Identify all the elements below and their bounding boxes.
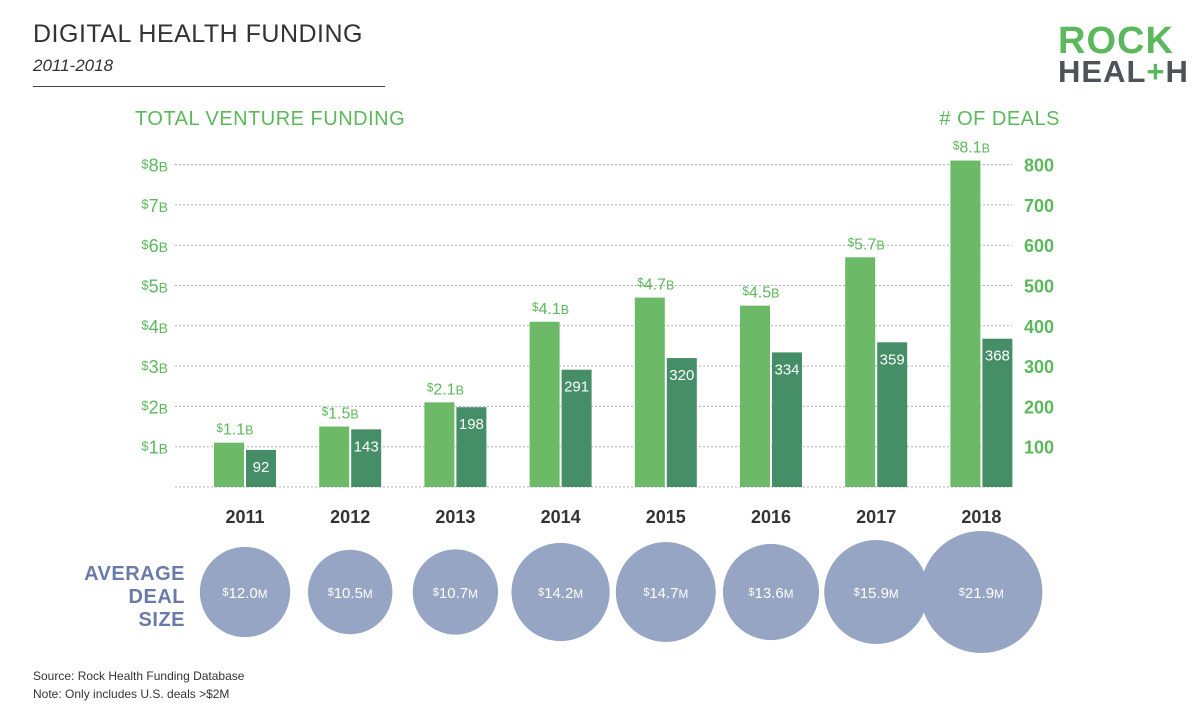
left-tick-label: $7B — [141, 196, 168, 216]
avg-deal-value-label: $14.2M — [538, 585, 583, 602]
avg-deal-bubble — [307, 549, 393, 635]
year-label: 2015 — [646, 507, 686, 527]
avg-deal-bubble — [920, 531, 1043, 653]
avg-deal-value-label: $21.9M — [959, 585, 1004, 602]
average-deal-size-label: AVERAGE — [84, 563, 185, 585]
year-label: 2012 — [330, 507, 370, 527]
funding-bar — [529, 321, 560, 487]
funding-value-label: $4.7B — [637, 277, 674, 294]
deals-bar — [246, 449, 276, 487]
avg-deal-bubble — [412, 549, 499, 635]
right-tick-label: 400 — [1024, 317, 1054, 337]
deals-bar — [666, 358, 697, 487]
year-label: 2016 — [751, 507, 791, 527]
title-divider — [33, 86, 385, 87]
deals-bar — [561, 369, 592, 487]
deals-bar — [982, 338, 1013, 487]
funding-value-label: $4.5B — [743, 285, 780, 302]
year-label: 2014 — [541, 507, 581, 527]
avg-deal-value-label: $14.7M — [643, 585, 688, 602]
funding-bar — [634, 297, 665, 487]
chart-title: DIGITAL HEALTH FUNDING — [33, 20, 364, 48]
funding-bar — [214, 442, 244, 487]
funding-bar — [845, 257, 876, 487]
rock-health-logo: ROCK HEAL+H — [1058, 20, 1188, 87]
left-tick-label: $5B — [141, 277, 168, 297]
deals-bar — [877, 342, 908, 487]
year-label: 2017 — [856, 507, 896, 527]
year-label: 2013 — [435, 507, 475, 527]
deals-bar — [351, 429, 382, 487]
deals-value-label: 291 — [564, 379, 589, 396]
deals-value-label: 334 — [774, 361, 799, 378]
avg-deal-bubble — [199, 546, 291, 638]
logo-line-2-prefix: HEAL — [1058, 54, 1147, 90]
right-tick-label: 300 — [1024, 357, 1054, 377]
avg-deal-value-label: $15.9M — [854, 585, 899, 602]
footnote: Note: Only includes U.S. deals >$2M — [33, 687, 230, 701]
left-axis-title: TOTAL VENTURE FUNDING — [135, 108, 405, 130]
funding-value-label: $8.1B — [953, 140, 990, 157]
year-label: 2011 — [225, 507, 264, 527]
right-tick-label: 600 — [1024, 236, 1054, 256]
logo-line-2-suffix: H — [1165, 54, 1189, 90]
avg-deal-bubble — [511, 542, 610, 642]
funding-bar — [319, 426, 350, 487]
left-tick-label: $6B — [141, 236, 168, 256]
left-tick-label: $2B — [141, 397, 168, 417]
logo-plus: + — [1146, 54, 1166, 90]
year-label: 2018 — [961, 507, 1001, 527]
deals-bar — [772, 352, 802, 487]
funding-bar — [740, 305, 770, 487]
funding-value-label: $4.1B — [532, 301, 569, 318]
avg-deal-bubble — [615, 542, 716, 642]
avg-deal-bubble — [824, 540, 929, 644]
chart-subtitle: 2011-2018 — [33, 56, 114, 75]
deals-value-label: 198 — [459, 416, 484, 433]
avg-deal-value-label: $13.6M — [749, 585, 794, 602]
deals-bar — [456, 407, 487, 487]
left-tick-label: $4B — [141, 317, 168, 337]
right-axis-title: # OF DEALS — [939, 108, 1060, 130]
left-tick-label: $3B — [141, 357, 168, 377]
funding-value-label: $1.1B — [217, 422, 254, 439]
left-tick-label: $1B — [141, 438, 168, 458]
average-deal-size-label: DEAL — [129, 586, 185, 608]
deals-value-label: 92 — [253, 459, 270, 476]
right-tick-label: 700 — [1024, 196, 1054, 216]
right-tick-label: 800 — [1024, 156, 1054, 176]
logo-line-1: ROCK — [1058, 20, 1174, 62]
funding-bar — [424, 402, 455, 487]
deals-value-label: 368 — [985, 348, 1010, 365]
right-tick-label: 500 — [1024, 277, 1054, 297]
right-tick-label: 100 — [1024, 438, 1054, 458]
average-deal-size-label: SIZE — [139, 609, 185, 631]
avg-deal-bubble — [722, 543, 820, 641]
logo-line-2: HEAL+H — [1058, 56, 1188, 87]
funding-value-label: $1.5B — [322, 406, 359, 423]
left-tick-label: $8B — [141, 156, 168, 176]
deals-value-label: 143 — [354, 438, 379, 455]
avg-deal-value-label: $12.0M — [223, 585, 268, 602]
deals-value-label: 320 — [669, 367, 694, 384]
source-note: Source: Rock Health Funding Database — [33, 669, 245, 683]
funding-value-label: $2.1B — [427, 381, 464, 398]
right-tick-label: 200 — [1024, 397, 1054, 417]
funding-value-label: $5.7B — [848, 236, 885, 253]
avg-deal-value-label: $10.7M — [433, 585, 478, 602]
deals-value-label: 359 — [880, 351, 905, 368]
funding-bar — [950, 160, 981, 487]
avg-deal-value-label: $10.5M — [328, 585, 373, 602]
